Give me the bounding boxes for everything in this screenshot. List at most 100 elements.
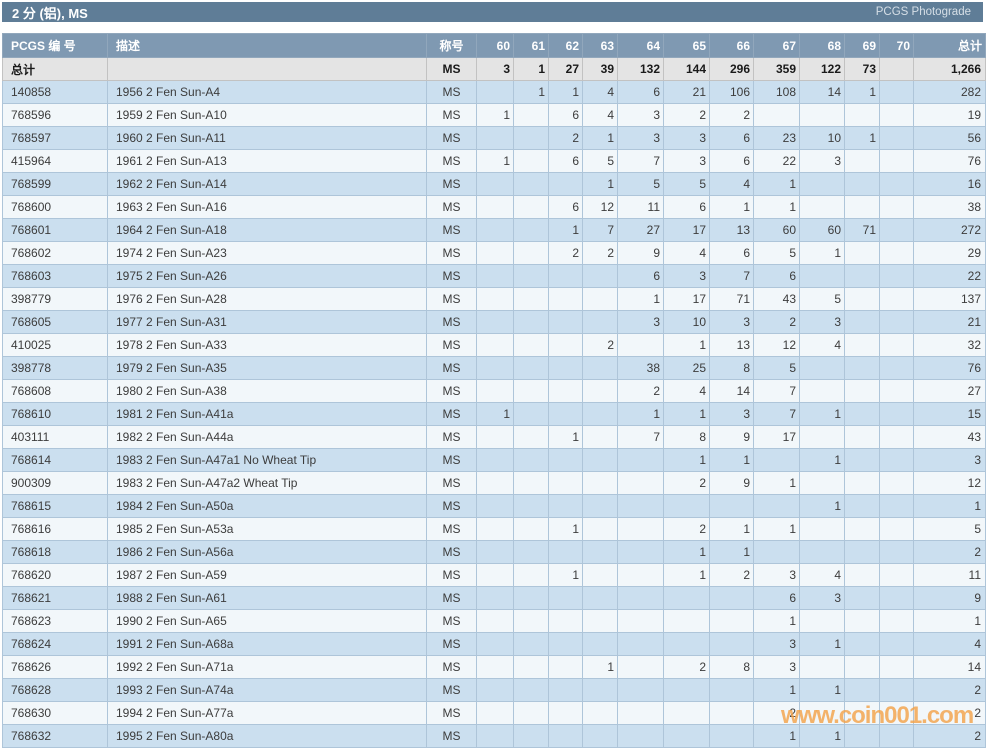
grade-cell-64: 38 xyxy=(617,356,664,380)
grade-cell-64: 6 xyxy=(617,80,664,104)
pcgs-number-link[interactable]: 768626 xyxy=(2,655,108,679)
grade-cell-67: 1 xyxy=(753,724,800,748)
grade-cell-61 xyxy=(513,471,549,495)
pcgs-number-link[interactable]: 900309 xyxy=(2,471,108,495)
pcgs-number-link[interactable]: 768599 xyxy=(2,172,108,196)
grade-cell-70 xyxy=(879,310,914,334)
grade-cell-60 xyxy=(476,264,514,288)
grade-cell-69 xyxy=(844,149,880,173)
grade-cell-69 xyxy=(844,678,880,702)
pcgs-number-link[interactable]: 410025 xyxy=(2,333,108,357)
pcgs-number-link[interactable]: 140858 xyxy=(2,80,108,104)
grade-cell-66: 106 xyxy=(709,80,754,104)
grade-cell-65 xyxy=(663,632,710,656)
pcgs-number-link[interactable]: 768610 xyxy=(2,402,108,426)
designation-cell: MS xyxy=(426,632,477,656)
total-cell: 11 xyxy=(913,563,986,587)
pcgs-number-link[interactable]: 768624 xyxy=(2,632,108,656)
description-cell: 1962 2 Fen Sun-A14 xyxy=(107,172,427,196)
grade-cell-62: 1 xyxy=(548,517,583,541)
grade-cell-70 xyxy=(879,678,914,702)
pcgs-number-link[interactable]: 768623 xyxy=(2,609,108,633)
pcgs-number-link[interactable]: 768608 xyxy=(2,379,108,403)
grade-cell-64: 2 xyxy=(617,379,664,403)
designation-cell: MS xyxy=(426,172,477,196)
grade-cell-61 xyxy=(513,195,549,219)
grade-cell-66: 9 xyxy=(709,425,754,449)
grade-cell-69 xyxy=(844,563,880,587)
pcgs-number-link[interactable]: 398779 xyxy=(2,287,108,311)
grade-cell-63: 12 xyxy=(582,195,618,219)
pcgs-number-link[interactable]: 768615 xyxy=(2,494,108,518)
grade-cell-69 xyxy=(844,540,880,564)
grade-cell-66: 13 xyxy=(709,218,754,242)
grade-cell-62 xyxy=(548,586,583,610)
grade-cell-67: 1 xyxy=(753,471,800,495)
grade-cell-67: 6 xyxy=(753,264,800,288)
table-row: 410025 1978 2 Fen Sun-A33 MS 2 1 13 12 4 32 xyxy=(2,333,986,357)
photograde-link[interactable]: PCGS Photograde xyxy=(875,6,971,18)
grade-cell-69 xyxy=(844,287,880,311)
grade-cell-62: 6 xyxy=(548,103,583,127)
designation-cell: MS xyxy=(426,218,477,242)
grade-cell-61 xyxy=(513,586,549,610)
pcgs-number-link[interactable]: 768618 xyxy=(2,540,108,564)
grade-cell-65 xyxy=(663,724,710,748)
col-header-grade-60: 60 xyxy=(476,33,514,58)
pcgs-number-link[interactable]: 768620 xyxy=(2,563,108,587)
title-bar: 2 分 (铝), MS PCGS Photograde xyxy=(2,2,983,22)
grade-cell-66 xyxy=(709,724,754,748)
pcgs-number-link[interactable]: 768614 xyxy=(2,448,108,472)
designation-cell: MS xyxy=(426,425,477,449)
grade-cell-63 xyxy=(582,609,618,633)
grade-cell-70 xyxy=(879,701,914,725)
grade-cell-63 xyxy=(582,540,618,564)
grade-cell-65: 3 xyxy=(663,126,710,150)
pcgs-number-link[interactable]: 768621 xyxy=(2,586,108,610)
pcgs-number-link[interactable]: 415964 xyxy=(2,149,108,173)
table-row: 768630 1994 2 Fen Sun-A77a MS 2 2 xyxy=(2,701,986,725)
grade-cell-70 xyxy=(879,471,914,495)
total-cell: 56 xyxy=(913,126,986,150)
description-cell: 1964 2 Fen Sun-A18 xyxy=(107,218,427,242)
grade-cell-61 xyxy=(513,126,549,150)
pcgs-number-link[interactable]: 768605 xyxy=(2,310,108,334)
grade-cell-64 xyxy=(617,333,664,357)
designation-cell: MS xyxy=(426,609,477,633)
total-cell: 76 xyxy=(913,356,986,380)
table-row: 768602 1974 2 Fen Sun-A23 MS 2 2 9 4 6 5 1 29 xyxy=(2,241,986,265)
pcgs-number-link[interactable]: 768628 xyxy=(2,678,108,702)
grade-cell-63 xyxy=(582,563,618,587)
grade-cell-69 xyxy=(844,632,880,656)
grade-cell-70 xyxy=(879,724,914,748)
grade-cell-60 xyxy=(476,287,514,311)
designation-cell: MS xyxy=(426,586,477,610)
designation-cell: MS xyxy=(426,80,477,104)
grade-cell-60 xyxy=(476,563,514,587)
grade-cell-66 xyxy=(709,632,754,656)
grade-cell-60 xyxy=(476,701,514,725)
col-header-grade-69: 69 xyxy=(844,33,880,58)
pcgs-number-link[interactable]: 768616 xyxy=(2,517,108,541)
description-cell: 1980 2 Fen Sun-A38 xyxy=(107,379,427,403)
pcgs-number-link[interactable]: 768602 xyxy=(2,241,108,265)
grade-cell-70 xyxy=(879,333,914,357)
designation-cell: MS xyxy=(426,448,477,472)
grade-cell-61 xyxy=(513,609,549,633)
total-cell: 15 xyxy=(913,402,986,426)
pcgs-number-link[interactable]: 398778 xyxy=(2,356,108,380)
pcgs-number-link[interactable]: 768601 xyxy=(2,218,108,242)
grade-cell-61 xyxy=(513,494,549,518)
pcgs-number-link[interactable]: 768597 xyxy=(2,126,108,150)
pcgs-number-link[interactable]: 768630 xyxy=(2,701,108,725)
pcgs-number-link[interactable]: 768632 xyxy=(2,724,108,748)
pcgs-number-link[interactable]: 768596 xyxy=(2,103,108,127)
total-cell: 5 xyxy=(913,517,986,541)
grade-cell-62 xyxy=(548,264,583,288)
totals-grade-60: 3 xyxy=(476,57,514,81)
pcgs-number-link[interactable]: 768600 xyxy=(2,195,108,219)
grade-cell-60 xyxy=(476,80,514,104)
pcgs-number-link[interactable]: 403111 xyxy=(2,425,108,449)
pcgs-number-link[interactable]: 768603 xyxy=(2,264,108,288)
grade-cell-63 xyxy=(582,517,618,541)
